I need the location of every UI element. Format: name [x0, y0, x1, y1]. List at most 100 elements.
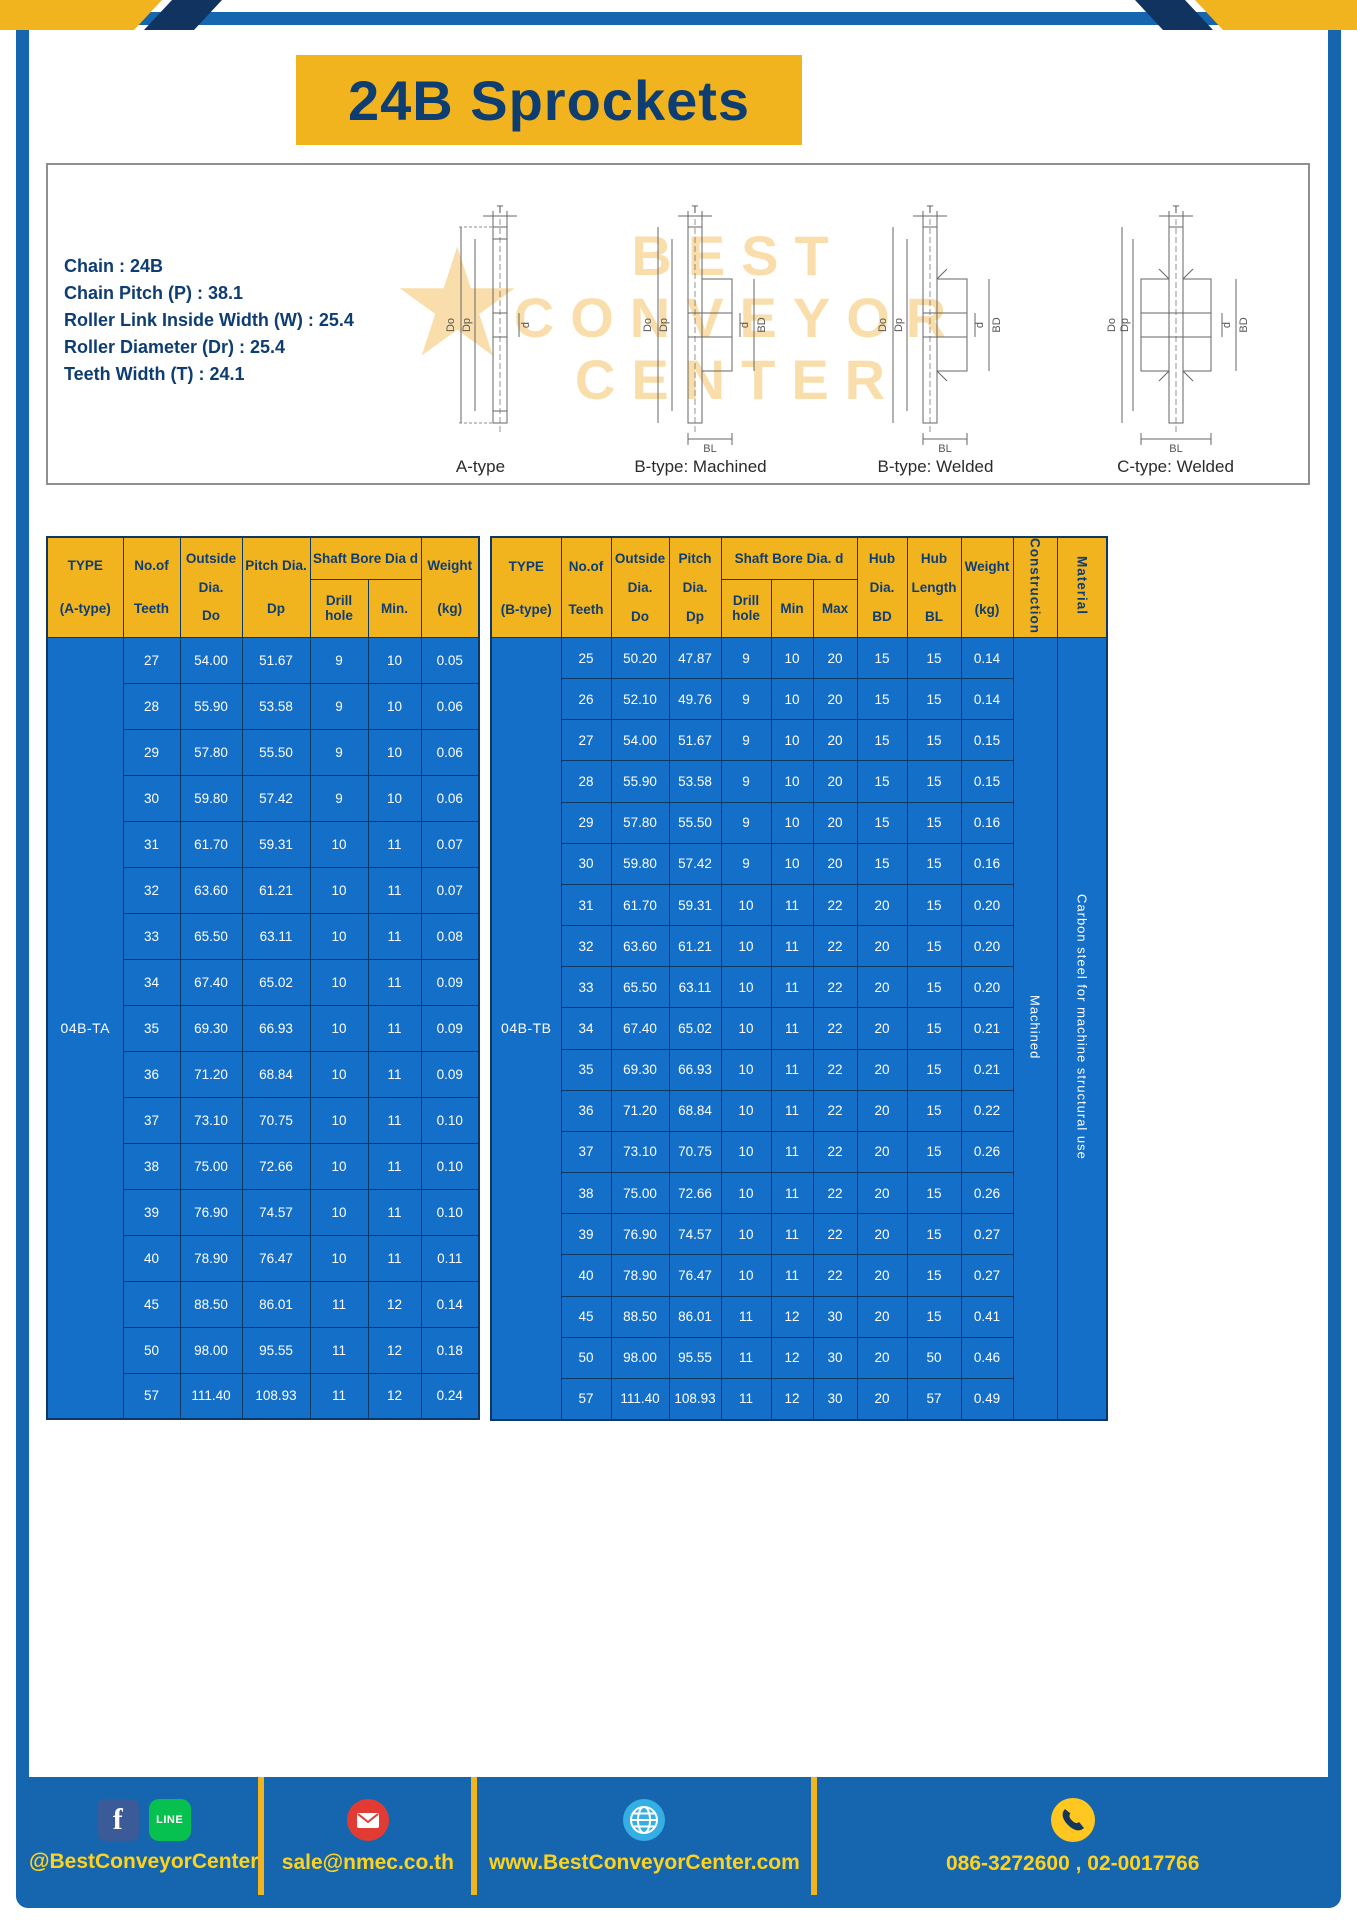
data-cell: 57 — [560, 1377, 612, 1421]
data-cell: 9 — [720, 842, 772, 885]
data-cell: 59.31 — [668, 883, 722, 927]
data-cell: 30 — [812, 1336, 858, 1379]
footer-phone-section: 086-3272600 , 02-0017766 — [817, 1777, 1328, 1895]
data-cell: 70.75 — [668, 1130, 722, 1174]
data-cell: 15 — [906, 966, 962, 1009]
spec-tables: TYPE (A-type) No.of Teeth Outside Dia. D… — [46, 536, 1109, 1421]
table-row: 45 88.50 86.01 11 12 30 20 15 0.41 — [491, 1295, 1107, 1338]
facebook-icon[interactable]: f — [96, 1798, 139, 1841]
data-cell: 0.15 — [960, 719, 1014, 762]
data-cell: 11 — [367, 1004, 422, 1052]
email-icon[interactable] — [346, 1798, 390, 1842]
dim-label-bl: BL — [703, 443, 716, 453]
col-header-pitch-dia: Pitch Dia. Dp — [668, 536, 722, 638]
data-cell: 66.93 — [668, 1048, 722, 1091]
col-header-teeth: No.of Teeth — [122, 536, 181, 638]
data-cell: 31 — [560, 883, 612, 927]
data-cell: 61.21 — [241, 866, 311, 914]
diagram-caption: C-type: Welded — [1117, 457, 1234, 476]
data-cell: 32 — [122, 866, 181, 914]
data-cell: 68.84 — [241, 1050, 311, 1098]
data-cell: 15 — [856, 678, 908, 721]
table-row: 32 63.60 61.21 10 11 0.07 — [47, 866, 480, 914]
data-cell: 0.09 — [420, 1004, 480, 1052]
dim-label-dp: Dp — [893, 318, 905, 332]
data-cell: 0.14 — [960, 636, 1014, 680]
data-cell: 0.16 — [960, 801, 1014, 844]
construction-value-cell: Machined — [1012, 637, 1058, 1420]
sprocket-drawing-b-welded: T Do Dp d BD BL — [877, 204, 1003, 453]
data-cell: 0.20 — [960, 883, 1014, 927]
col-header-weight: Weight (kg) — [960, 536, 1014, 638]
data-cell: 0.16 — [960, 842, 1014, 885]
data-cell: 70.75 — [241, 1096, 311, 1144]
data-cell: 11 — [770, 1007, 814, 1050]
data-cell: 11 — [367, 866, 422, 914]
dim-label-bd: BD — [991, 317, 1003, 332]
website-text[interactable]: www.BestConveyorCenter.com — [488, 1850, 800, 1874]
data-cell: 15 — [906, 719, 962, 762]
data-cell: 0.05 — [420, 636, 480, 684]
data-cell: 15 — [906, 842, 962, 885]
dim-label-bd: BD — [756, 317, 768, 332]
data-cell: 0.24 — [420, 1372, 480, 1420]
col-header-outside-dia: Outside Dia. Do — [179, 536, 243, 638]
data-cell: 65.02 — [668, 1007, 722, 1050]
data-cell: 10 — [720, 1172, 772, 1215]
col-header-hub-dia: Hub Dia. BD — [856, 536, 908, 638]
data-cell: 11 — [309, 1280, 369, 1328]
table-row: 31 61.70 59.31 10 11 22 20 15 0.20 — [491, 883, 1107, 927]
col-header-outside-dia: Outside Dia. Do — [610, 536, 670, 638]
dim-label-bl: BL — [938, 443, 951, 453]
table-row: 04B-TA 27 54.00 51.67 9 10 0.05 — [46, 636, 480, 1420]
data-cell: 32 — [560, 925, 612, 968]
data-cell: 57.80 — [610, 801, 670, 844]
col-header-max: Max — [812, 578, 858, 639]
data-cell: 22 — [812, 1213, 858, 1256]
data-cell: 11 — [309, 1326, 369, 1374]
data-cell: 65.50 — [179, 912, 243, 960]
dim-label-do: Do — [445, 318, 457, 332]
data-cell: 65.02 — [241, 958, 311, 1006]
table-row: 29 57.80 55.50 9 10 0.06 — [47, 728, 480, 776]
data-cell: 15 — [856, 760, 908, 803]
table-row: 37 73.10 70.75 10 11 0.10 — [47, 1096, 480, 1144]
data-cell: 38 — [122, 1142, 181, 1190]
dim-label-do: Do — [1106, 318, 1118, 332]
data-cell: 34 — [122, 958, 181, 1006]
col-group-shaft-bore: Shaft Bore Dia. d — [720, 536, 858, 580]
col-header-material: Material — [1056, 536, 1108, 638]
footer-separator — [811, 1777, 818, 1895]
data-cell: 10 — [720, 1254, 772, 1297]
data-cell: 15 — [906, 1213, 962, 1256]
email-text[interactable]: sale@nmec.co.th — [281, 1850, 454, 1874]
data-cell: 15 — [906, 1089, 962, 1132]
data-cell: 20 — [856, 883, 908, 927]
data-cell: 15 — [906, 1007, 962, 1050]
data-cell: 20 — [812, 760, 858, 803]
data-cell: 0.14 — [960, 678, 1014, 721]
data-cell: 20 — [812, 719, 858, 762]
data-cell: 73.10 — [179, 1096, 243, 1144]
data-cell: 111.40 — [179, 1372, 243, 1420]
phone-icon[interactable] — [1050, 1797, 1096, 1843]
data-cell: 15 — [856, 842, 908, 885]
globe-icon[interactable] — [622, 1798, 666, 1842]
data-cell: 74.57 — [241, 1188, 311, 1236]
table-row: 57 111.40 108.93 11 12 0.24 — [47, 1372, 480, 1420]
data-cell: 95.55 — [668, 1336, 722, 1379]
data-cell: 15 — [906, 1254, 962, 1297]
data-cell: 57 — [906, 1377, 962, 1421]
data-cell: 50.20 — [610, 636, 670, 680]
data-cell: 15 — [906, 760, 962, 803]
data-cell: 10 — [309, 866, 369, 914]
line-icon[interactable]: LINE — [148, 1798, 191, 1841]
dim-label-dp: Dp — [1119, 318, 1131, 332]
spec-line-pitch: Chain Pitch (P) : 38.1 — [64, 283, 244, 303]
data-cell: 10 — [309, 1188, 369, 1236]
dim-label-t: T — [691, 204, 698, 216]
dim-label-d: d — [520, 322, 532, 328]
data-cell: 11 — [367, 1050, 422, 1098]
data-cell: 11 — [720, 1336, 772, 1379]
data-cell: 39 — [122, 1188, 181, 1236]
